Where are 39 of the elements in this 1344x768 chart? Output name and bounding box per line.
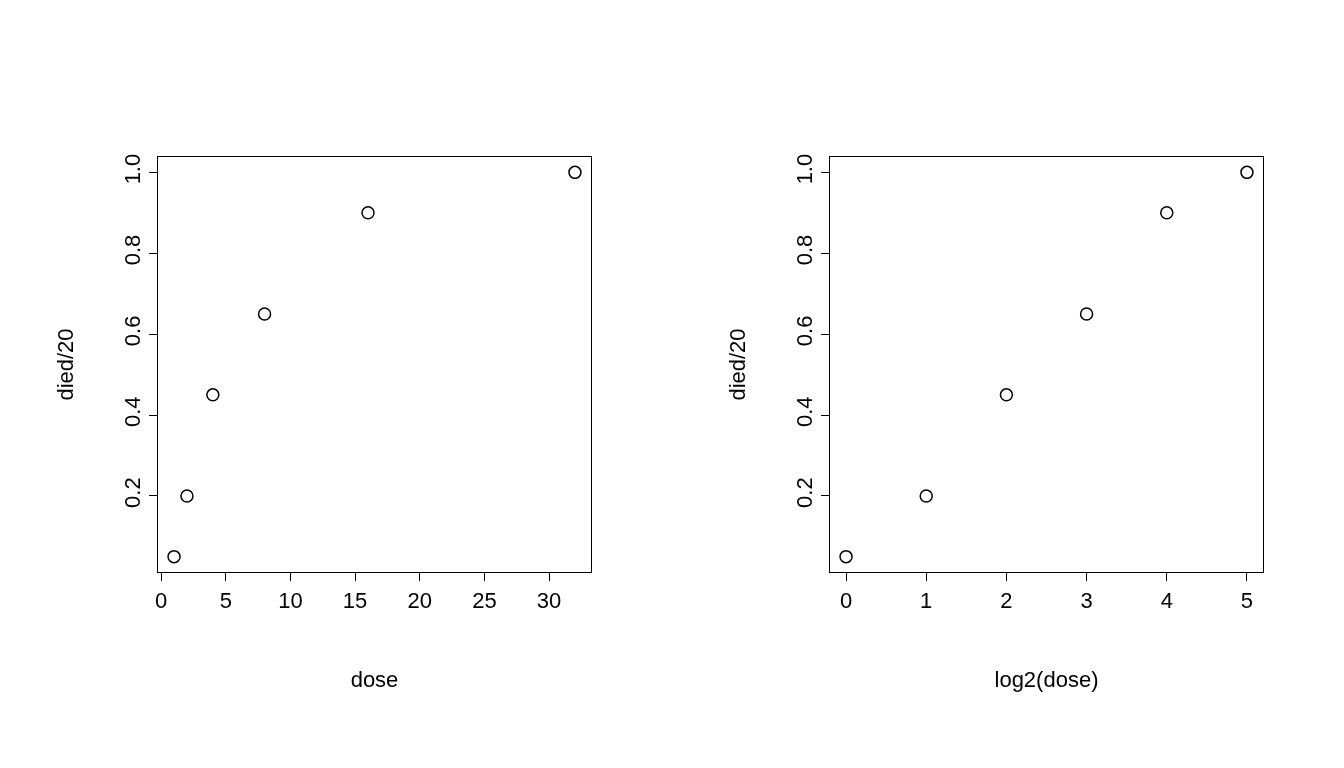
y-tick-label: 0.8	[120, 234, 145, 266]
x-tick-label: 10	[278, 587, 303, 613]
x-tick-label: 20	[407, 587, 433, 613]
x-tick-label: 0	[839, 587, 853, 613]
point	[167, 549, 181, 564]
point	[206, 388, 220, 402]
x-axis-title: log2(dose)	[994, 667, 1099, 693]
x-tick-label: 5	[1240, 587, 1254, 613]
y-tick-label: 0.2	[120, 477, 145, 508]
x-tick-label: 4	[1160, 587, 1173, 613]
x-tick-label: 5	[219, 587, 232, 613]
point	[1160, 206, 1174, 220]
point	[180, 489, 194, 503]
point	[919, 489, 933, 503]
y-tick-label: 0.4	[792, 396, 817, 428]
x-tick-label: 15	[342, 587, 368, 613]
y-tick-label: 1.0	[120, 153, 145, 185]
point	[361, 206, 375, 220]
point	[568, 165, 582, 180]
y-tick-label: 0.4	[120, 396, 145, 428]
y-tick-label: 0.6	[120, 315, 145, 347]
x-tick-label: 3	[1080, 587, 1093, 613]
point	[1079, 307, 1094, 321]
point	[999, 388, 1014, 402]
x-tick-label: 2	[1000, 587, 1013, 613]
point	[1240, 165, 1254, 180]
y-tick-label: 0.8	[792, 234, 817, 266]
x-tick-label: 25	[472, 587, 497, 613]
y-tick-label: 0.2	[792, 477, 817, 508]
x-tick-label: 30	[536, 587, 562, 613]
x-axis-title: dose	[350, 667, 399, 693]
y-tick-label: 0.6	[792, 315, 817, 347]
y-axis-title: died/20	[724, 328, 750, 401]
point	[839, 549, 853, 564]
y-tick-label: 1.0	[792, 153, 817, 185]
point	[257, 307, 272, 321]
x-tick-label: 1	[920, 587, 933, 613]
y-axis-title: died/20	[52, 328, 78, 401]
x-tick-label: 0	[154, 587, 168, 613]
